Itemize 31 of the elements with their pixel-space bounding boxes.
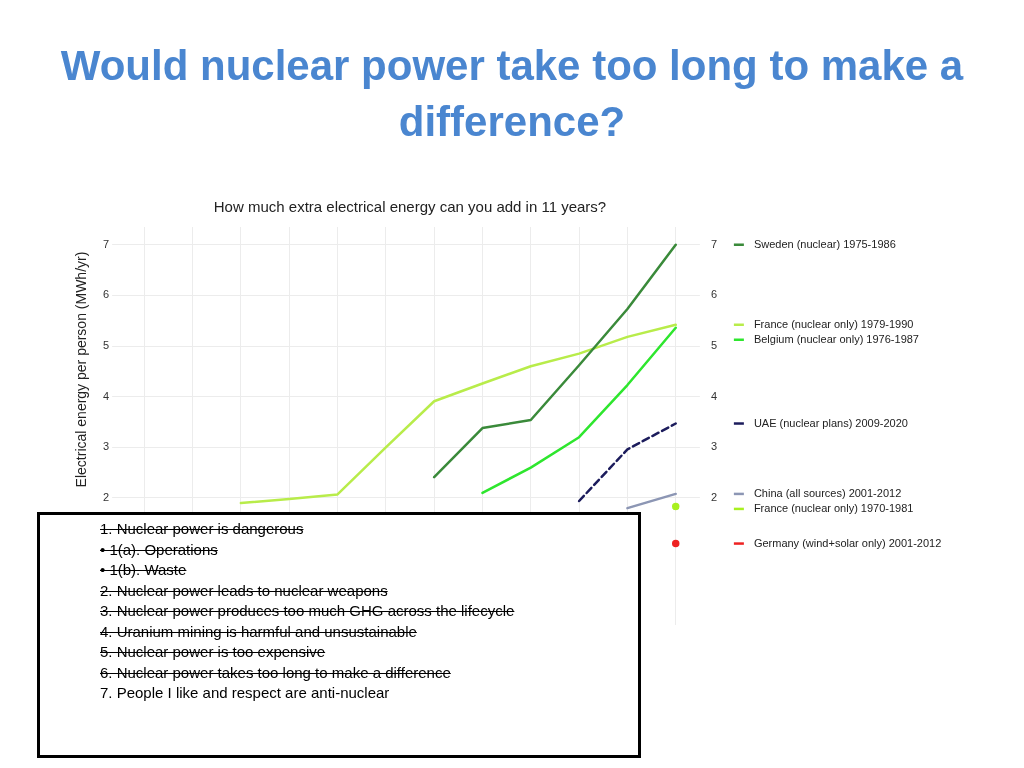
legend-label: China (all sources) 2001-2012 bbox=[753, 486, 902, 499]
y-tick-label: 2 bbox=[102, 491, 110, 504]
legend-label: Germany (wind+solar only) 2001-2012 bbox=[753, 536, 942, 549]
annotation: • 1(a). Operations bbox=[99, 539, 219, 560]
chart-subtitle: How much extra electrical energy can you add in 11 years? bbox=[213, 198, 607, 216]
y2-tick-label: 2 bbox=[710, 491, 718, 504]
legend-label: UAE (nuclear plans) 2009-2020 bbox=[753, 416, 908, 429]
text: 5. Nuclear power is too expensive bbox=[99, 642, 327, 662]
annotation: 2. Nuclear power leads to nuclear weapons bbox=[99, 580, 389, 601]
legend-label: Belgium (nuclear only) 1976-1987 bbox=[753, 332, 919, 345]
text: 7. People I like and respect are anti-nuclear bbox=[99, 683, 391, 703]
annotation: 1. Nuclear power is dangerous bbox=[99, 519, 305, 539]
y-tick-label: 3 bbox=[102, 440, 110, 453]
y-tick-label: 6 bbox=[102, 288, 110, 301]
legend-label: Sweden (nuclear) 1975-1986 bbox=[753, 237, 896, 250]
annotation: 3. Nuclear power produces too much GHG across the lifecycle bbox=[99, 601, 516, 621]
y-tick-label: 5 bbox=[102, 339, 110, 352]
y-tick-label: 7 bbox=[102, 237, 110, 250]
annotation: • 1(b). Waste bbox=[99, 560, 188, 580]
text: 6. Nuclear power takes too long to make a difference bbox=[99, 662, 452, 683]
chart-title: Would nuclear power take too long to make a difference? bbox=[60, 41, 964, 147]
y2-tick-label: 7 bbox=[710, 237, 718, 250]
y2-tick-label: 4 bbox=[710, 389, 718, 402]
text: 4. Uranium mining is harmful and unsustainable bbox=[99, 621, 418, 642]
y-axis-title: Electrical energy per person (MWh/yr) bbox=[72, 251, 89, 488]
y2-tick-label: 5 bbox=[710, 339, 718, 352]
y-tick-label: 4 bbox=[102, 389, 110, 402]
y2-tick-label: 6 bbox=[710, 288, 718, 301]
legend-label: France (nuclear only) 1979-1990 bbox=[753, 317, 914, 330]
y2-tick-label: 3 bbox=[710, 440, 718, 453]
legend-label: France (nuclear only) 1970-1981 bbox=[753, 501, 914, 514]
